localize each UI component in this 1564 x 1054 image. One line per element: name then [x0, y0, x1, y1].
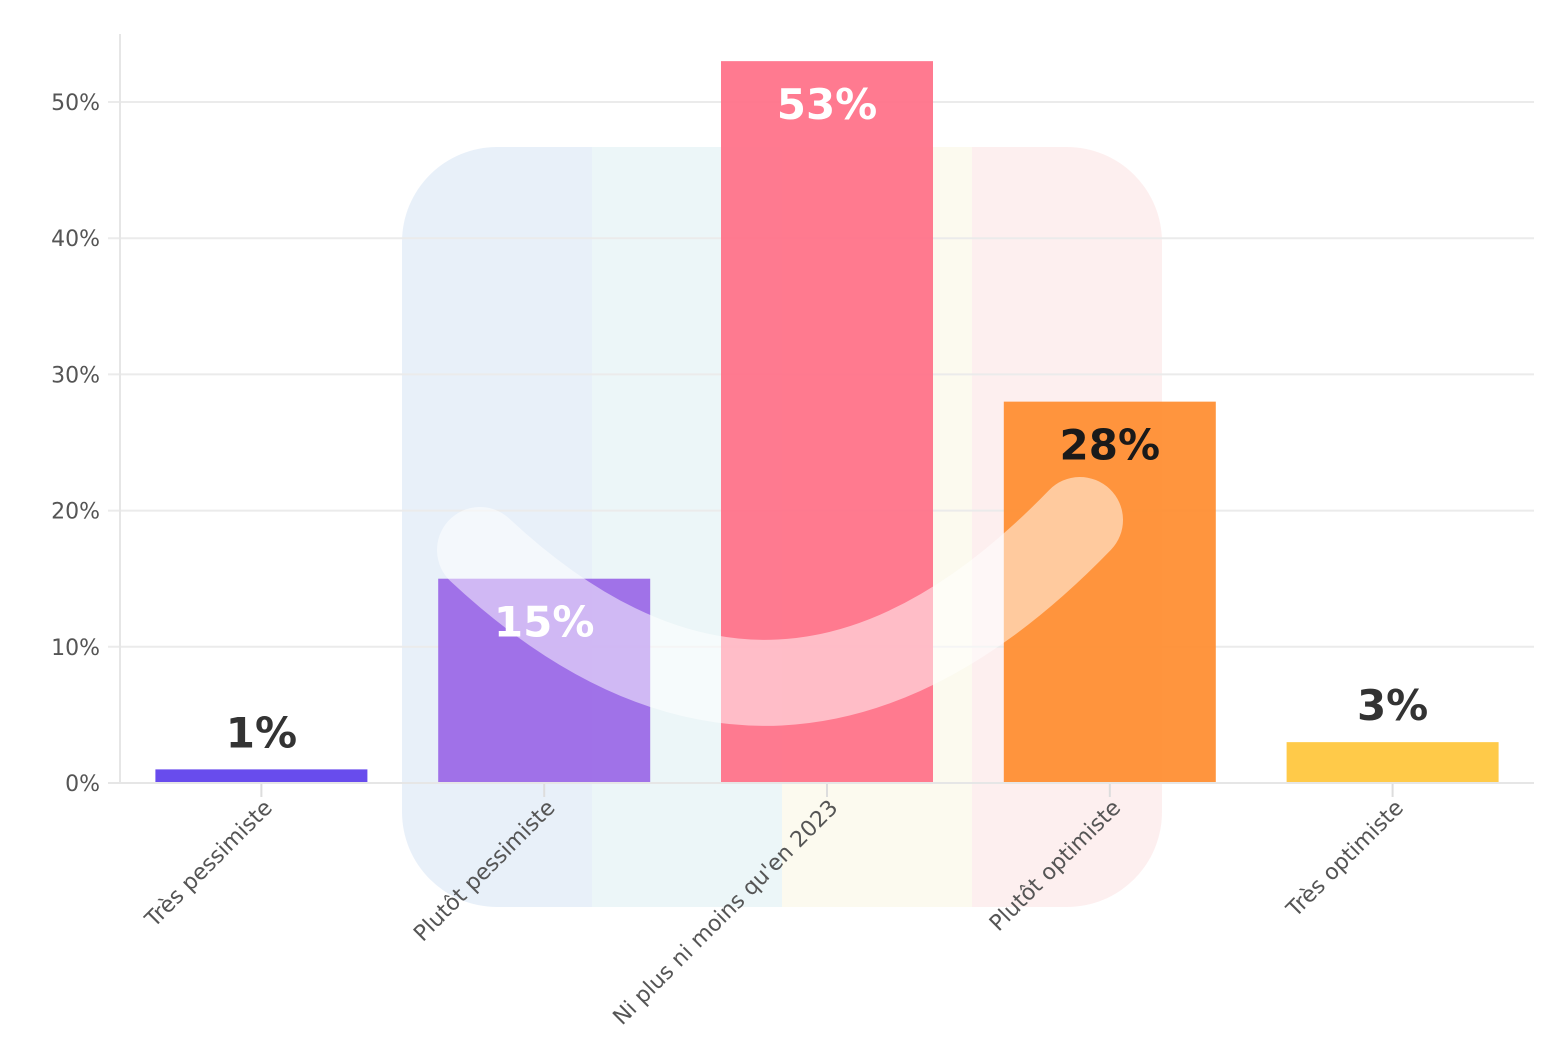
y-tick-label: 10%: [51, 636, 100, 661]
x-tick-label: Très optimiste: [1281, 796, 1408, 923]
watermark-smile: [437, 477, 1123, 726]
y-tick-label: 40%: [51, 227, 100, 252]
data-label: 28%: [1060, 421, 1161, 470]
data-labels: 1% 15% 53% 28% 3%: [226, 80, 1429, 757]
y-tick-label: 50%: [51, 91, 100, 116]
data-label: 15%: [494, 598, 595, 647]
y-tick-label: 0%: [65, 772, 100, 797]
x-tick-label: Très pessimiste: [140, 796, 278, 934]
bar-1: [155, 769, 368, 783]
data-label: 53%: [777, 80, 878, 129]
data-label: 3%: [1357, 681, 1428, 730]
data-label: 1%: [226, 708, 297, 757]
bar-5: [1286, 742, 1499, 783]
y-tick-label: 20%: [51, 500, 100, 525]
y-tick-label: 30%: [51, 363, 100, 388]
y-axis: 0% 10% 20% 30% 40% 50%: [51, 34, 121, 797]
